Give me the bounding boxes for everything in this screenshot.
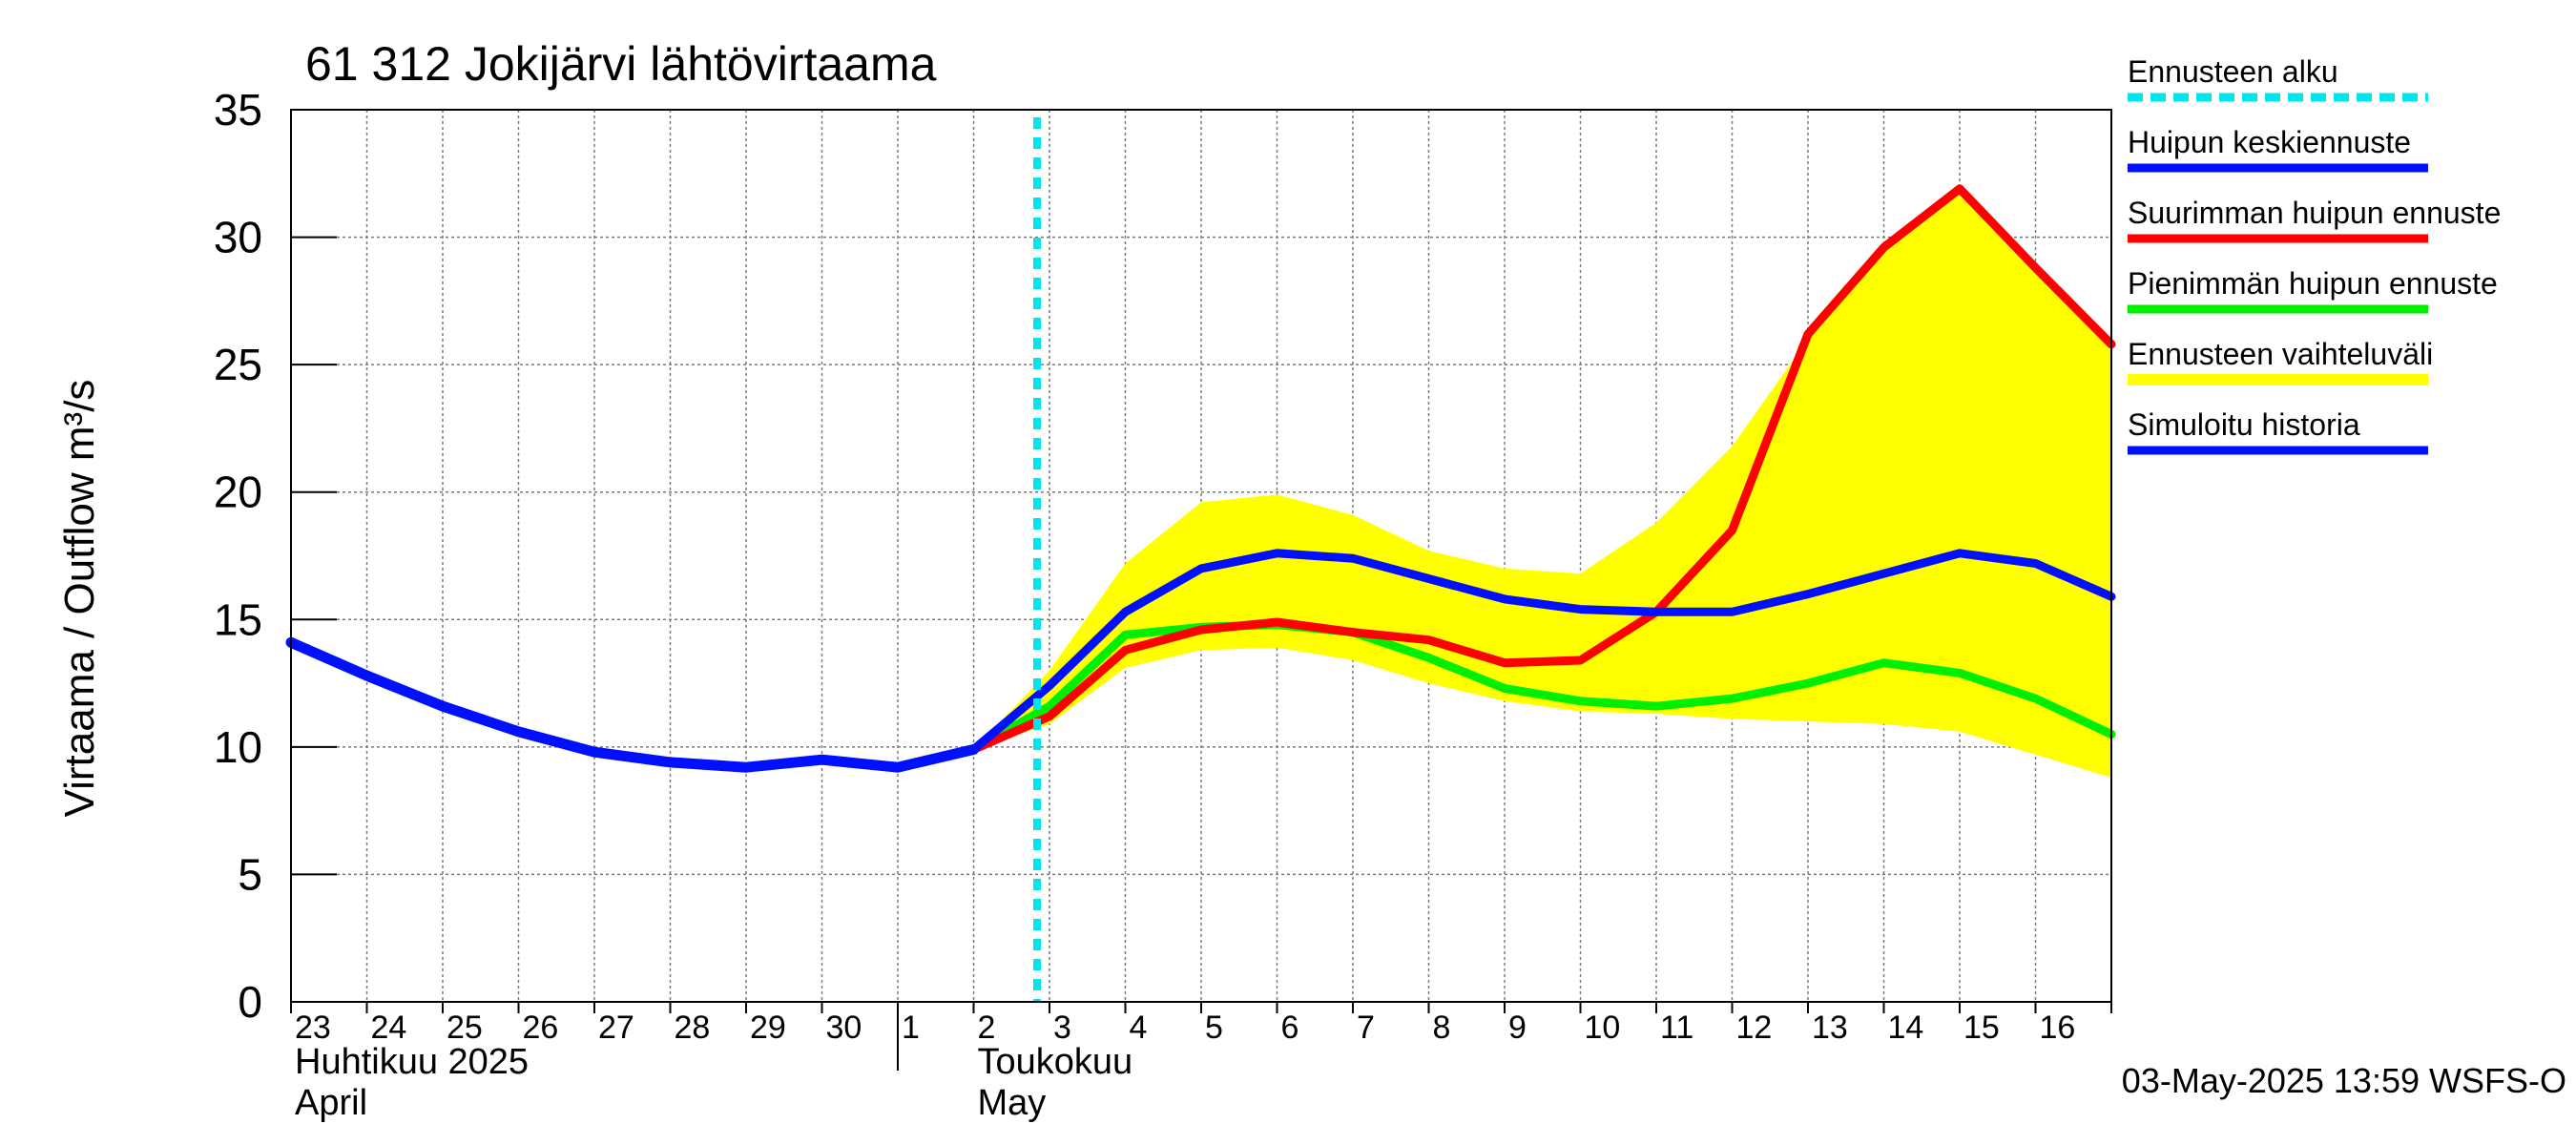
x-day-label: 30 (826, 1010, 862, 1046)
x-day-label: 14 (1888, 1010, 1924, 1046)
legend-label: Huipun keskiennuste (2128, 125, 2411, 159)
x-day-label: 10 (1585, 1010, 1621, 1046)
x-day-label: 8 (1433, 1010, 1451, 1046)
legend-label: Simuloitu historia (2128, 407, 2360, 442)
legend: Ennusteen alku Huipun keskiennuste Suurimm… (2128, 54, 2501, 455)
month-label-fi: Huhtikuu 2025 (295, 1042, 529, 1082)
x-day-label: 25 (447, 1010, 483, 1046)
chart-title: 61 312 Jokijärvi lähtövirtaama (305, 37, 937, 91)
x-day-label: 5 (1205, 1010, 1223, 1046)
x-day-label: 6 (1281, 1010, 1299, 1046)
x-day-label: 15 (1963, 1010, 2000, 1046)
timestamp-label: 03-May-2025 13:59 WSFS-O (2122, 1061, 2566, 1100)
legend-label: Pienimmän huipun ennuste (2128, 266, 2498, 301)
y-tick-label: 10 (214, 722, 262, 772)
plot-area (285, 117, 2116, 1002)
forecast-range-band (973, 188, 2111, 778)
x-day-label: 29 (750, 1010, 786, 1046)
x-day-label: 4 (1130, 1010, 1148, 1046)
month-label-en: April (295, 1083, 367, 1123)
legend-label: Ennusteen vaihteluväli (2128, 337, 2433, 371)
y-tick-label: 0 (238, 977, 262, 1027)
x-day-label: 1 (902, 1010, 920, 1046)
x-day-label: 23 (295, 1010, 331, 1046)
y-tick-label: 35 (214, 85, 262, 135)
y-tick-label: 30 (214, 213, 262, 262)
y-tick-label: 20 (214, 468, 262, 517)
x-day-label: 26 (523, 1010, 559, 1046)
mean-peak-forecast-line (969, 549, 2116, 754)
y-axis-label: Virtaama / Outflow m³/s (56, 380, 103, 818)
month-label-en: May (978, 1083, 1047, 1123)
month-label-fi: Toukokuu (978, 1042, 1133, 1082)
x-day-label: 9 (1508, 1010, 1527, 1046)
x-day-label: 7 (1357, 1010, 1375, 1046)
x-day-label: 3 (1053, 1010, 1071, 1046)
y-tick-label: 25 (214, 340, 262, 389)
x-day-label: 12 (1736, 1010, 1773, 1046)
x-day-label: 11 (1660, 1010, 1693, 1046)
x-day-label: 2 (978, 1010, 996, 1046)
legend-label: Ennusteen alku (2128, 54, 2338, 89)
x-day-label: 28 (675, 1010, 711, 1046)
x-day-label: 13 (1812, 1010, 1848, 1046)
max-peak-forecast-line (969, 184, 2116, 754)
y-tick-label: 15 (214, 594, 262, 644)
simulated-history-line (285, 636, 979, 773)
y-tick-label: 5 (238, 849, 262, 899)
x-day-label: 27 (598, 1010, 634, 1046)
min-peak-forecast-line (969, 620, 2116, 754)
legend-label: Suurimman huipun ennuste (2128, 196, 2501, 230)
x-day-label: 16 (2040, 1010, 2076, 1046)
x-day-label: 24 (371, 1010, 407, 1046)
